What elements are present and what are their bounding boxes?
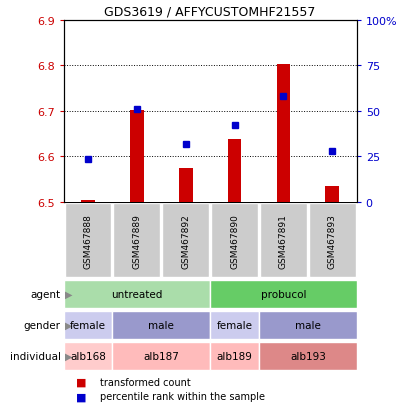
Bar [63,311,112,339]
Bar [276,65,290,202]
Text: transformed count: transformed count [100,377,191,387]
Bar [209,280,356,308]
Text: gender: gender [24,320,61,330]
Text: GSM467892: GSM467892 [181,213,190,268]
Text: ▶: ▶ [65,289,72,299]
Text: GSM467888: GSM467888 [83,213,92,268]
Text: ■: ■ [76,392,86,401]
Text: ▶: ▶ [65,320,72,330]
Bar [211,204,257,277]
Text: ■: ■ [76,377,86,387]
Bar [259,204,306,277]
Text: probucol: probucol [260,289,306,299]
Text: GSM467891: GSM467891 [278,213,287,268]
Text: alb193: alb193 [289,351,325,361]
Bar [81,200,94,202]
Bar [162,204,209,277]
Bar [325,187,338,202]
Bar [308,204,355,277]
Text: individual: individual [9,351,61,361]
Bar [209,311,258,339]
Text: ▶: ▶ [65,351,72,361]
Text: alb168: alb168 [70,351,106,361]
Bar [113,204,160,277]
Bar [112,342,209,370]
Bar [64,204,111,277]
Text: GSM467889: GSM467889 [132,213,141,268]
Bar [258,342,356,370]
Text: alb187: alb187 [143,351,179,361]
Bar [209,342,258,370]
Bar [258,311,356,339]
Bar [63,280,209,308]
Text: percentile rank within the sample: percentile rank within the sample [100,392,265,401]
Text: agent: agent [30,289,61,299]
Bar [112,311,209,339]
Text: female: female [70,320,106,330]
Title: GDS3619 / AFFYCUSTOMHF21557: GDS3619 / AFFYCUSTOMHF21557 [104,5,315,18]
Text: male: male [148,320,174,330]
Text: female: female [216,320,252,330]
Bar [130,111,143,202]
Text: alb189: alb189 [216,351,252,361]
Bar [227,140,241,202]
Text: male: male [294,320,320,330]
Text: GSM467890: GSM467890 [229,213,238,268]
Text: GSM467893: GSM467893 [327,213,336,268]
Bar [178,169,192,202]
Bar [63,342,112,370]
Text: untreated: untreated [111,289,162,299]
